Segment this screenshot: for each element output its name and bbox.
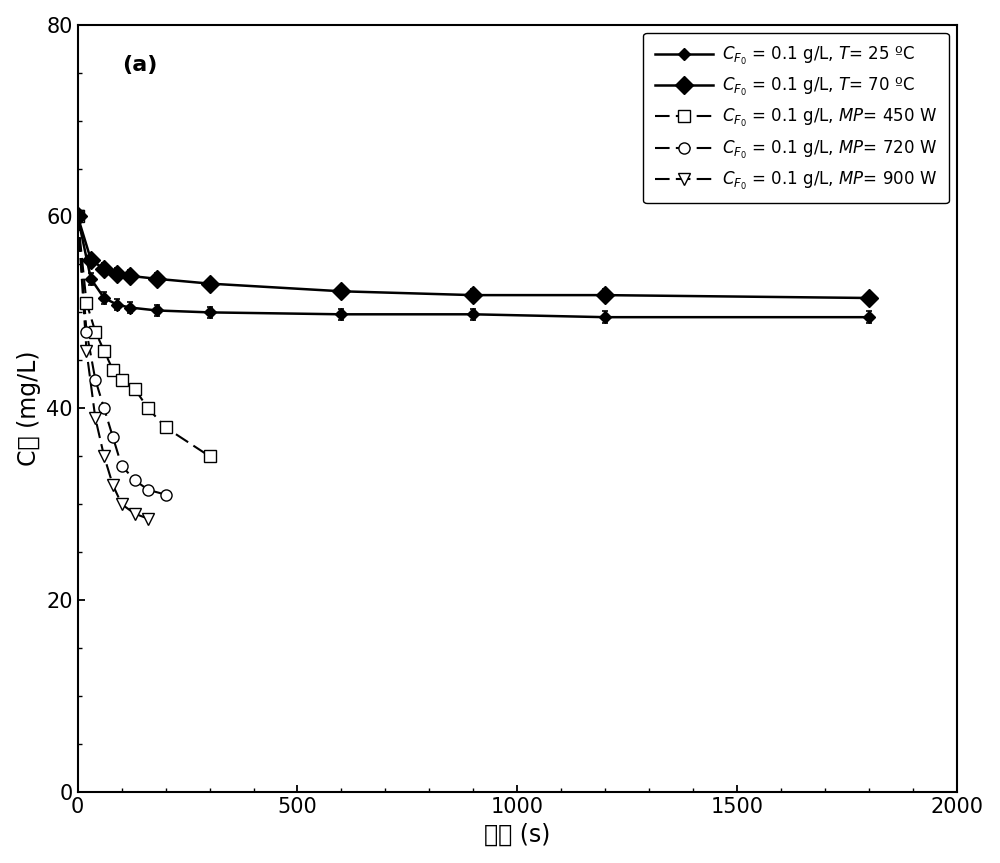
Legend: $C_{F_0}$ = 0.1 g/L, $T$= 25 ºC, $C_{F_0}$ = 0.1 g/L, $T$= 70 ºC, $C_{F_0}$ = 0.: $C_{F_0}$ = 0.1 g/L, $T$= 25 ºC, $C_{F_0… — [643, 33, 948, 204]
Text: (a): (a) — [122, 55, 157, 75]
X-axis label: 时间 (s): 时间 (s) — [484, 822, 550, 847]
Y-axis label: C黄 (mg/L): C黄 (mg/L) — [17, 350, 41, 466]
